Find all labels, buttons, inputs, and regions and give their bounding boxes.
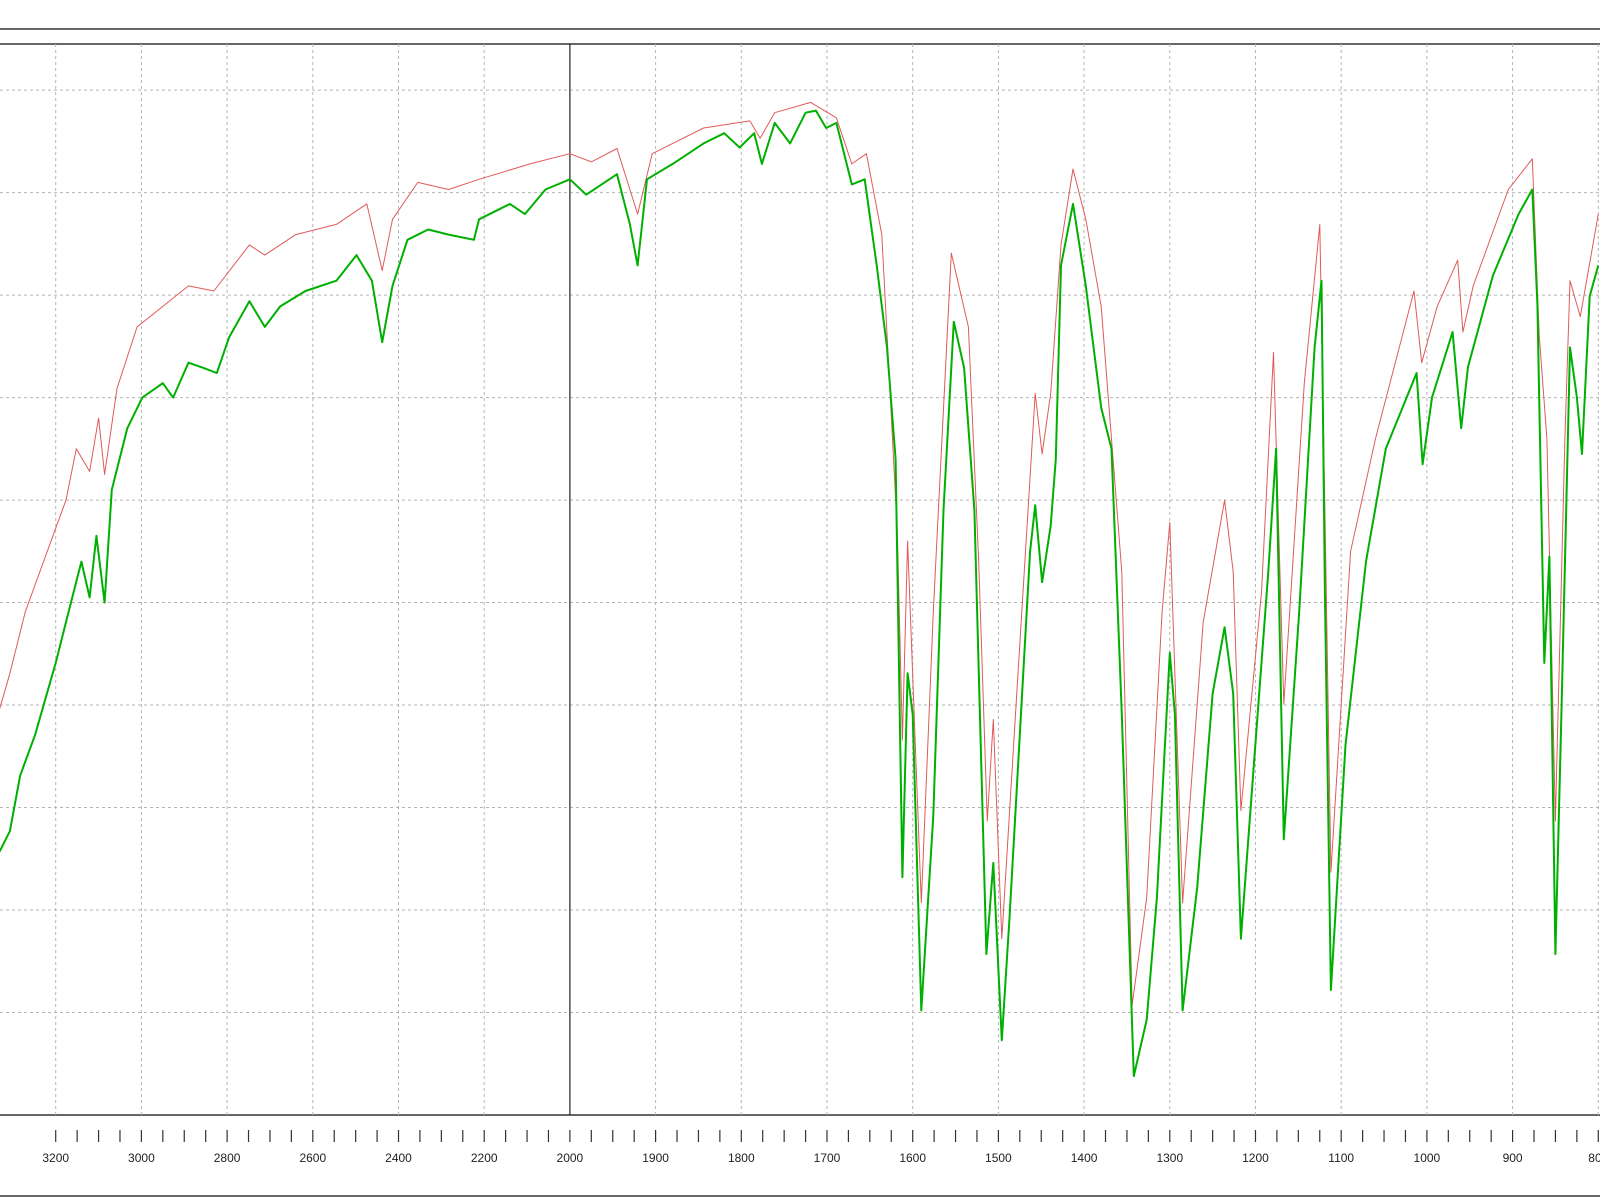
x-tick-label: 2600 [299,1151,326,1165]
x-tick-label: 3200 [42,1151,69,1165]
x-tick-label: 1500 [985,1151,1012,1165]
x-tick-label: 1900 [642,1151,669,1165]
x-tick-label: 800 [1588,1151,1600,1165]
x-tick-label: 900 [1503,1151,1523,1165]
x-tick-label: 1000 [1414,1151,1441,1165]
x-tick-label: 1100 [1328,1151,1354,1165]
x-tick-label: 2800 [214,1151,241,1165]
x-tick-label: 2000 [557,1151,584,1165]
x-tick-label: 1600 [899,1151,926,1165]
x-tick-label: 1700 [814,1151,841,1165]
x-tick-label: 1400 [1071,1151,1098,1165]
spectrum-line [0,101,1599,1006]
x-tick-label: 2200 [471,1151,498,1165]
x-tick-label: 2400 [385,1151,412,1165]
x-tick-label: 1300 [1156,1151,1183,1165]
x-tick-label: 3000 [128,1151,155,1165]
spectrum-line [0,109,1600,1078]
x-tick-label: 1200 [1242,1151,1269,1165]
x-tick-label: 1800 [728,1151,755,1165]
